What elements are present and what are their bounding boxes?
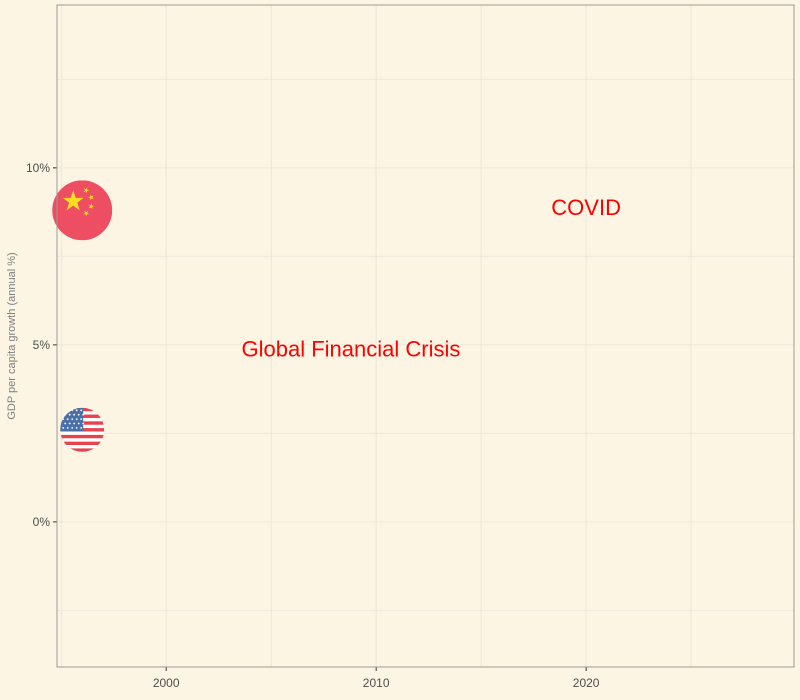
data-points xyxy=(52,180,113,452)
us-flag-icon xyxy=(60,407,105,452)
y-axis-title: GDP per capita growth (annual %) xyxy=(6,252,18,419)
x-tick-label: 2020 xyxy=(573,676,600,690)
y-axis-ticks: 0% 5% 10% xyxy=(26,161,57,529)
x-tick-label: 2010 xyxy=(363,676,390,690)
x-tick-label: 2000 xyxy=(153,676,180,690)
annotation-label: Global Financial Crisis xyxy=(242,336,461,361)
grid xyxy=(57,5,794,667)
annotations: Global Financial Crisis COVID xyxy=(242,195,621,362)
y-tick-label: 10% xyxy=(26,161,50,175)
annotation-label: COVID xyxy=(551,195,621,220)
x-axis-ticks: 2000 2010 2020 xyxy=(153,667,600,690)
y-tick-label: 5% xyxy=(33,338,51,352)
china-flag-icon xyxy=(52,180,113,241)
panel-border xyxy=(56,4,795,668)
y-tick-label: 0% xyxy=(33,515,51,529)
panel-background xyxy=(57,5,794,667)
